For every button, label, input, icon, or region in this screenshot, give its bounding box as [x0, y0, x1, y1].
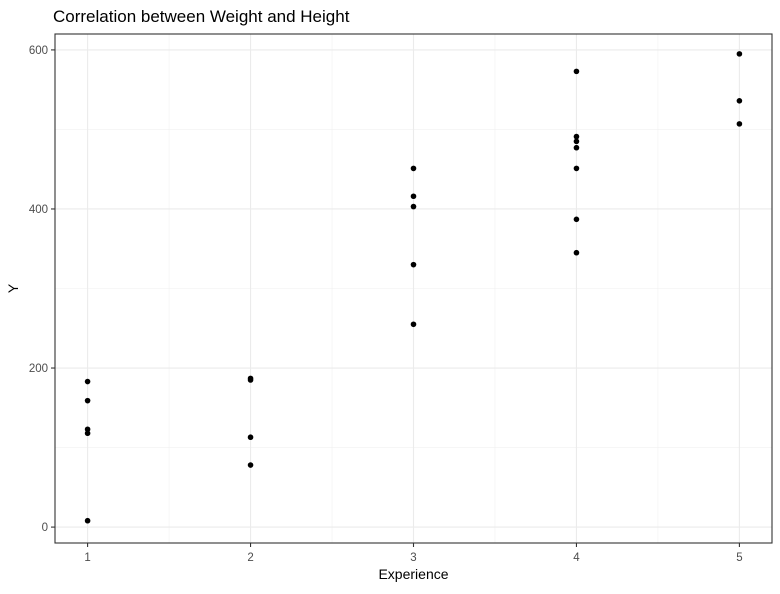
data-point — [247, 375, 254, 382]
y-tick-label: 400 — [29, 204, 48, 216]
data-point — [247, 462, 254, 468]
data-point — [84, 426, 91, 433]
data-point — [573, 249, 580, 256]
x-tick-label: 2 — [247, 552, 253, 564]
data-point — [573, 165, 580, 172]
data-point — [573, 138, 580, 145]
y-tick-label: 0 — [42, 522, 48, 534]
axis-ticks: 1 2 3 4 5 0 200 400 600 — [29, 45, 743, 564]
y-axis-label: Y — [5, 283, 21, 293]
data-points — [84, 51, 743, 524]
data-point — [247, 434, 254, 441]
data-point — [410, 261, 417, 268]
data-point — [410, 203, 417, 210]
data-point — [573, 144, 580, 151]
chart-title: Correlation between Weight and Height — [53, 7, 350, 26]
x-tick-label: 3 — [410, 552, 416, 564]
data-point — [736, 98, 743, 104]
data-point — [84, 517, 91, 524]
data-point — [410, 193, 417, 200]
data-point — [84, 397, 91, 404]
data-point — [573, 133, 580, 140]
data-point — [410, 165, 417, 172]
data-point — [573, 68, 580, 75]
x-tick-label: 5 — [736, 552, 742, 564]
grid-lines — [55, 34, 772, 543]
data-point — [736, 51, 743, 57]
y-tick-label: 600 — [29, 45, 48, 57]
data-point — [736, 121, 743, 127]
data-point — [84, 430, 91, 437]
x-tick-label: 4 — [573, 552, 580, 564]
data-point — [410, 321, 417, 328]
x-axis-label: Experience — [378, 566, 448, 582]
data-point — [84, 378, 91, 385]
x-tick-label: 1 — [84, 552, 90, 564]
y-tick-label: 200 — [29, 363, 48, 375]
data-point — [573, 216, 580, 223]
